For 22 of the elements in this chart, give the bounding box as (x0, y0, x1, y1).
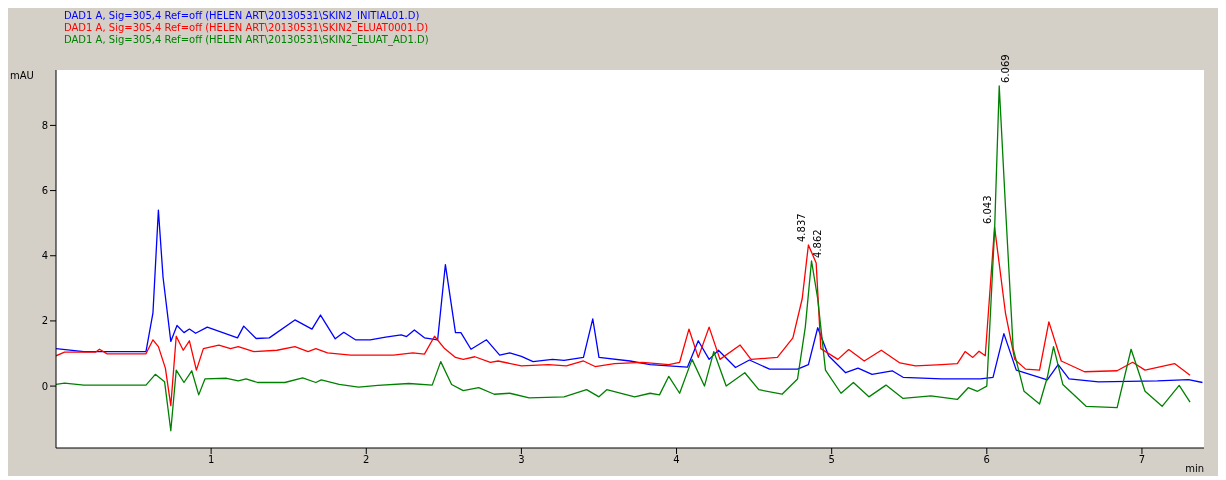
annotation: 6.043 (982, 195, 994, 225)
x-tick-label: 5 (828, 454, 835, 466)
x-tick-label: 3 (518, 454, 525, 466)
x-axis-title: min (1185, 463, 1204, 474)
y-tick-label: 4 (41, 250, 48, 262)
annotation: 6.069 (999, 54, 1011, 83)
y-axis-title: mAU (10, 70, 34, 82)
x-tick-label: 4 (673, 454, 680, 466)
x-tick-label: 1 (207, 454, 215, 466)
annotation: 4.862 (812, 229, 824, 258)
text: DAD1 A, Sig=305,4 Ref=off (HELEN ART\20130531\SKIN2_INITIAL01.D) (64, 10, 421, 22)
y-tick-label: 0 (41, 380, 48, 392)
y-tick-label: 8 (41, 119, 48, 131)
line-series (56, 85, 1191, 432)
x-tick-label: 2 (363, 454, 370, 466)
text: DAD1 A, Sig=305,4 Ref=off (HELEN ART\20130531\SKIN2_ELUAT_AD1.D) (64, 34, 430, 46)
text: DAD1 A, Sig=305,4 Ref=off (HELEN ART\20130531\SKIN2_ELUAT0001.D) (64, 22, 430, 34)
annotation: 4.837 (795, 213, 807, 242)
y-tick-label: 2 (41, 315, 48, 327)
y-tick-label: 6 (41, 185, 48, 197)
x-tick-label: 7 (1138, 454, 1146, 466)
x-tick-label: 6 (983, 454, 990, 466)
